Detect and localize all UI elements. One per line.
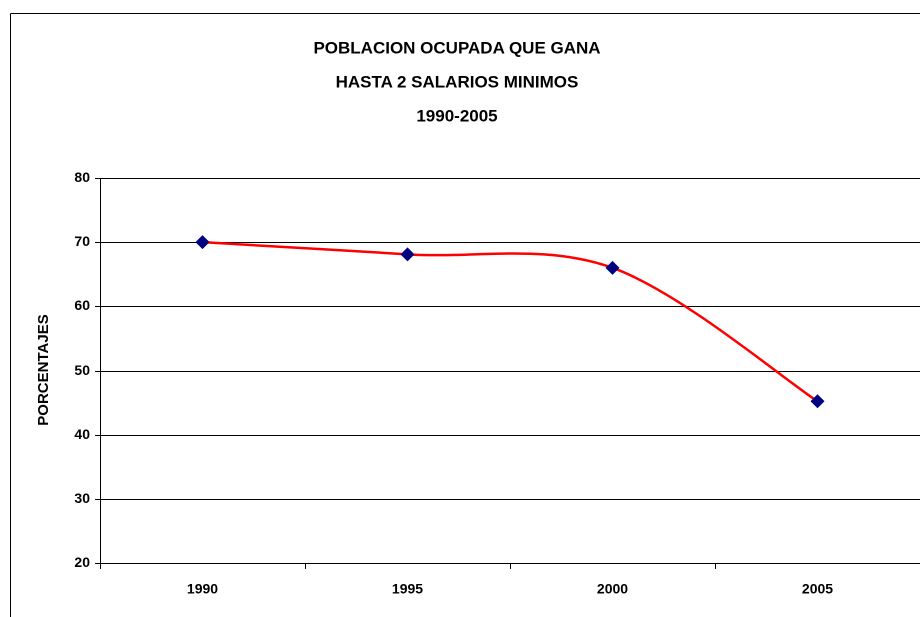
x-tick-label: 1995	[392, 581, 423, 597]
y-tick-label: 30	[74, 490, 90, 506]
chart-title: POBLACION OCUPADA QUE GANA	[313, 38, 600, 57]
x-tick-label: 2000	[597, 581, 628, 597]
data-point	[400, 247, 415, 262]
data-point	[195, 235, 210, 250]
x-tick-label: 1990	[187, 581, 218, 597]
y-tick-label: 20	[74, 554, 90, 570]
y-tick-label: 40	[74, 426, 90, 442]
series-line	[202, 240, 819, 403]
y-axis-label: PORCENTAJES	[35, 314, 52, 425]
y-tick-label: 70	[74, 233, 90, 249]
chart-title: 1990-2005	[416, 106, 497, 125]
y-tick-label: 50	[74, 362, 90, 378]
y-tick-label: 80	[74, 169, 90, 185]
data-point	[810, 394, 825, 409]
y-tick-label: 60	[74, 297, 90, 313]
x-tick-label: 2005	[802, 581, 833, 597]
data-point	[605, 260, 620, 275]
chart-title: HASTA 2 SALARIOS MINIMOS	[336, 72, 579, 91]
